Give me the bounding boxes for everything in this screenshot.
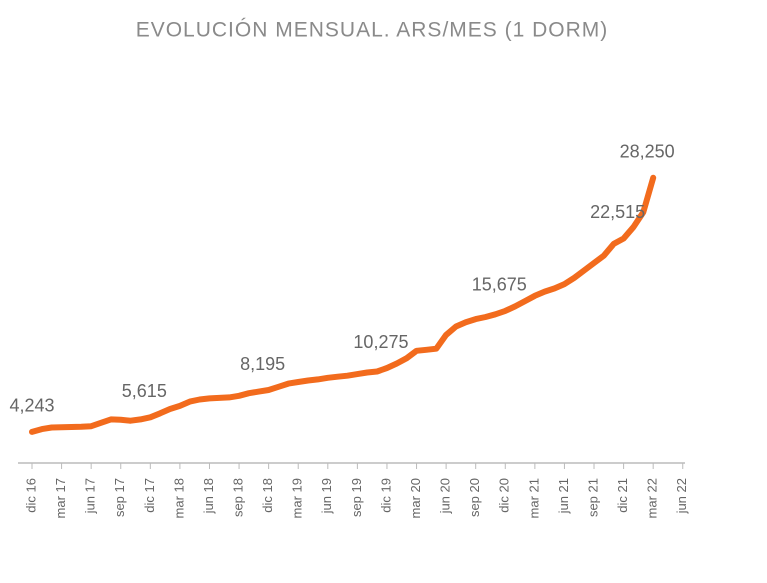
x-tick-label: jun 22 (674, 478, 689, 514)
x-tick-label: jun 18 (201, 478, 216, 514)
x-tick-label: jun 17 (83, 478, 98, 514)
x-tick-label: sep 17 (112, 478, 127, 517)
x-tick-label: jun 20 (438, 478, 453, 514)
data-label: 22,515 (590, 202, 645, 222)
x-tick-label: dic 19 (378, 478, 393, 513)
data-label: 10,275 (353, 332, 408, 352)
data-label: 8,195 (240, 354, 285, 374)
x-tick-label: sep 19 (349, 478, 364, 517)
data-label: 4,243 (9, 396, 54, 416)
line (29, 174, 657, 435)
x-tick-label: dic 18 (260, 478, 275, 513)
x-tick-label: dic 16 (23, 478, 38, 513)
data-label: 28,250 (620, 142, 675, 162)
x-tick-label: mar 17 (53, 478, 68, 518)
x-tick-label: dic 21 (615, 478, 630, 513)
x-tick-label: mar 22 (645, 478, 660, 518)
x-tick-label: mar 21 (526, 478, 541, 518)
x-tick-label: sep 18 (230, 478, 245, 517)
chart-title: EVOLUCIÓN MENSUAL. ARS/MES (1 DORM) (136, 19, 609, 42)
x-tick-label: sep 21 (585, 478, 600, 517)
x-tick-label: mar 19 (290, 478, 305, 518)
x-tick-label: mar 18 (171, 478, 186, 518)
data-label: 5,615 (122, 381, 167, 401)
data-label: 15,675 (472, 275, 527, 295)
x-tick-label: sep 20 (467, 478, 482, 517)
x-tick-label: dic 20 (497, 478, 512, 513)
x-tick-label: jun 21 (556, 478, 571, 514)
x-tick-label: jun 19 (319, 478, 334, 514)
x-tick-label: dic 17 (142, 478, 157, 513)
x-tick-label: mar 20 (408, 478, 423, 518)
